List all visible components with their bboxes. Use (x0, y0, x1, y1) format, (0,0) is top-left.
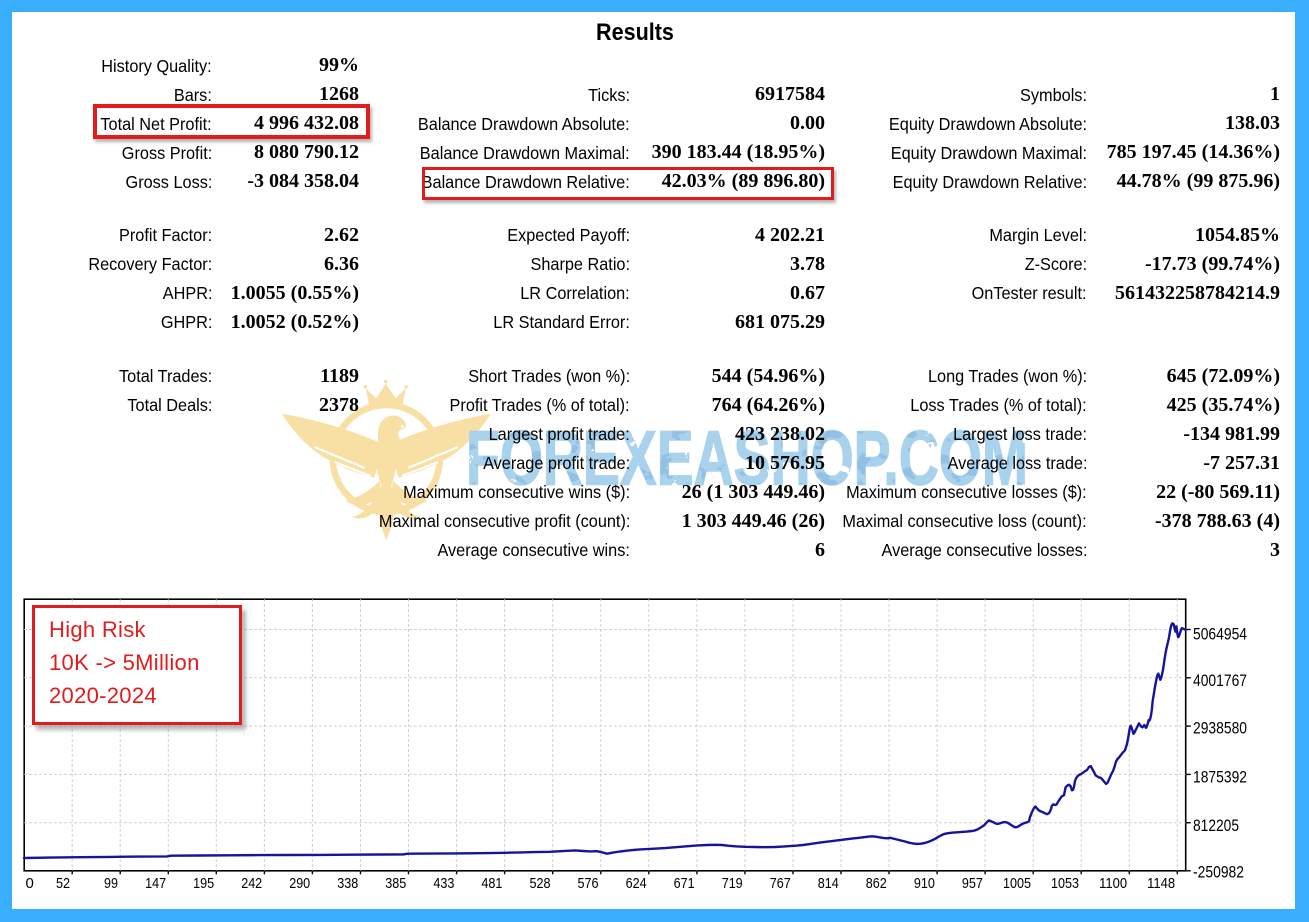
svg-text:5064954: 5064954 (1193, 625, 1247, 644)
svg-text:-250982: -250982 (1193, 863, 1244, 882)
svg-text:2938580: 2938580 (1193, 719, 1247, 738)
svg-text:481: 481 (481, 875, 502, 892)
svg-text:1100: 1100 (1099, 875, 1127, 892)
svg-text:4001767: 4001767 (1193, 671, 1247, 690)
svg-text:1005: 1005 (1003, 875, 1031, 892)
svg-text:338: 338 (337, 875, 358, 892)
svg-text:1875392: 1875392 (1193, 768, 1247, 787)
svg-text:576: 576 (578, 875, 599, 892)
svg-text:624: 624 (626, 875, 647, 892)
svg-text:1053: 1053 (1051, 875, 1079, 892)
svg-text:0: 0 (26, 875, 34, 892)
svg-text:1148: 1148 (1147, 875, 1175, 892)
svg-text:FOREXEASHOP.COM: FOREXEASHOP.COM (466, 416, 1028, 502)
svg-text:719: 719 (722, 875, 743, 892)
svg-text:528: 528 (530, 875, 551, 892)
svg-text:671: 671 (674, 875, 695, 892)
svg-text:52: 52 (56, 875, 70, 892)
svg-text:FOREXEASHOP.COM: FOREXEASHOP.COM (466, 416, 1028, 502)
svg-text:814: 814 (818, 875, 839, 892)
svg-text:242: 242 (241, 875, 262, 892)
svg-text:290: 290 (289, 875, 310, 892)
svg-text:147: 147 (145, 875, 166, 892)
svg-text:99: 99 (104, 875, 118, 892)
svg-text:195: 195 (193, 875, 214, 892)
svg-text:433: 433 (433, 875, 454, 892)
svg-text:767: 767 (770, 875, 791, 892)
svg-text:385: 385 (385, 875, 406, 892)
svg-text:910: 910 (914, 875, 935, 892)
svg-text:862: 862 (866, 875, 887, 892)
svg-text:957: 957 (962, 875, 983, 892)
svg-text:812205: 812205 (1193, 816, 1239, 835)
